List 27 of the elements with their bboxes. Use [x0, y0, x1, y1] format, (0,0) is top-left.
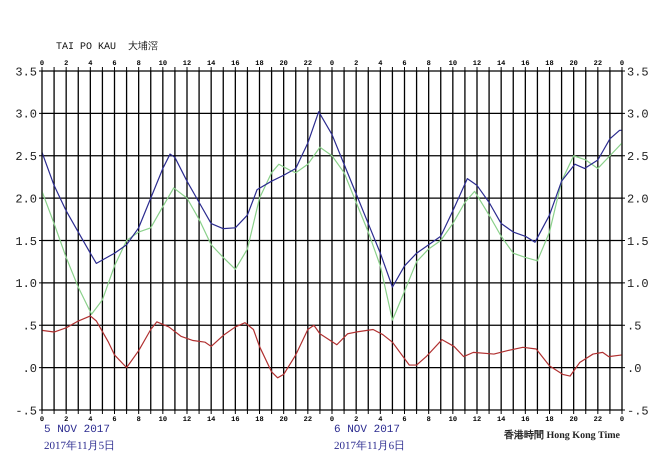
y-tick-label: -.5 — [15, 404, 37, 418]
y2-tick-label: 2.0 — [627, 192, 649, 206]
y-tick-label: 3.0 — [15, 108, 37, 122]
line-series — [42, 142, 622, 321]
chart-title: TAI PO KAU 大埔滘 — [56, 40, 158, 53]
y2-tick-label: 2.5 — [627, 150, 649, 164]
y-tick-label: .5 — [22, 320, 37, 334]
text: 6 NOV 2017 — [334, 424, 400, 436]
line-series — [42, 111, 622, 288]
y-tick-label: 1.5 — [15, 234, 37, 249]
text: 2017年11月6日 — [334, 439, 406, 453]
y-tick-label: 2.0 — [15, 192, 37, 206]
y2-tick-label: 3.5 — [627, 65, 649, 80]
y2-tick-label: -.5 — [627, 404, 649, 418]
y2-tick-label: 1.0 — [627, 277, 649, 292]
y2-tick-label: .0 — [627, 362, 642, 376]
y-tick-label: 2.5 — [15, 150, 37, 164]
y-tick-label: 3.5 — [15, 65, 37, 80]
text: 香港時間 Hong Kong Time — [504, 428, 620, 442]
y-tick-label: .0 — [22, 362, 37, 376]
y2-tick-label: 3.0 — [627, 108, 649, 122]
y2-tick-label: .5 — [627, 320, 642, 334]
text: 2017年11月5日 — [44, 439, 116, 453]
y2-tick-label: 1.5 — [627, 234, 649, 249]
text: 5 NOV 2017 — [44, 424, 110, 436]
y-tick-label: 1.0 — [15, 277, 37, 292]
line-series — [42, 315, 622, 378]
